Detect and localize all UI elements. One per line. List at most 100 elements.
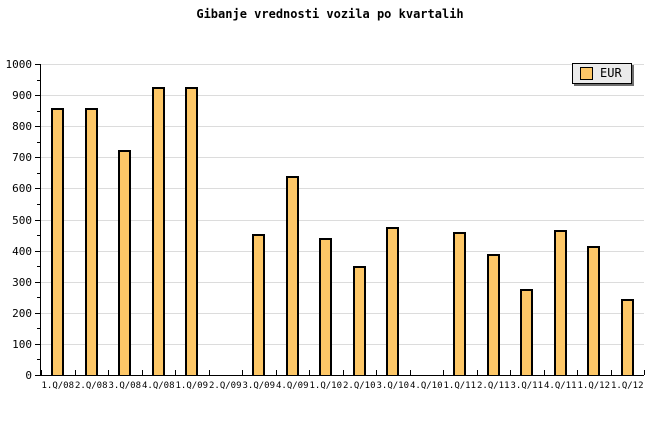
bar-1.Q/12 [587,245,601,375]
x-tick [577,370,578,375]
bar-4.Q/08 [151,87,165,375]
bar-3.Q/08 [118,149,132,375]
bar-4.Q/09 [285,175,299,375]
y-tick-major [35,157,41,159]
x-tick [410,370,411,375]
y-axis-label: 600 [12,182,32,196]
y-axis-label: 900 [12,89,32,103]
y-axis-label: 800 [12,120,32,134]
x-axis-label: 1.Q/11 [443,381,477,391]
x-axis-label: 1.Q/08 [41,381,75,391]
x-axis-label: 4.Q/08 [141,381,175,391]
bar-3.Q/09 [252,233,266,375]
x-axis-label: 4.Q/10 [409,381,443,391]
x-axis-label: 1.Q/09 [175,381,209,391]
x-tick [376,370,377,375]
y-tick-minor [37,328,41,330]
y-tick-minor [37,266,41,268]
y-tick-major [35,250,41,252]
x-axis-label: 3.Q/08 [108,381,142,391]
y-tick-major [35,126,41,128]
y-axis-label: 300 [12,275,32,289]
gridline [41,219,644,221]
x-axis-label: 3.Q/11 [510,381,544,391]
y-tick-minor [37,203,41,205]
y-tick-minor [37,79,41,81]
legend: EUR [572,63,632,84]
y-tick-major [35,281,41,283]
bar-3.Q/11 [520,289,534,375]
legend-swatch-eur [580,67,593,80]
y-axis-label: 0 [25,369,32,382]
x-tick [443,370,444,375]
gridline [41,250,644,252]
gridline [41,343,644,345]
bar-1.Q/09 [185,87,199,375]
y-tick-minor [37,359,41,361]
x-tick [175,370,176,375]
x-axis-label: 4.Q/11 [543,381,577,391]
gridline [41,64,644,65]
x-axis-label: 3.Q/09 [242,381,276,391]
y-axis-label: 100 [12,337,32,351]
x-tick [611,370,612,375]
x-tick [209,370,210,375]
x-tick [544,370,545,375]
x-axis-label: 2.Q/11 [476,381,510,391]
x-tick [309,370,310,375]
x-axis-label: 1.Q/12 [577,381,611,391]
x-axis-label: 3.Q/10 [376,381,410,391]
legend-label-eur: EUR [600,66,622,80]
bar-2.Q/08 [84,107,98,375]
x-tick [477,370,478,375]
y-axis-label: 200 [12,306,32,320]
x-tick [142,370,143,375]
x-tick [41,370,42,375]
y-tick-major [35,343,41,345]
bar-1.Q/12 [620,298,634,375]
x-tick [343,370,344,375]
bar-2.Q/10 [352,266,366,375]
y-tick-major [35,64,41,65]
bar-1.Q/11 [453,231,467,375]
x-axis-label: 2.Q/09 [208,381,242,391]
gridline [41,126,644,128]
x-tick [242,370,243,375]
y-tick-major [35,312,41,314]
y-tick-minor [37,297,41,299]
gridline [41,157,644,159]
bar-4.Q/11 [553,230,567,375]
x-axis-label: 4.Q/09 [275,381,309,391]
x-axis-label: 2.Q/10 [342,381,376,391]
bar-1.Q/08 [51,107,65,375]
x-tick [510,370,511,375]
y-tick-minor [37,172,41,174]
x-axis-label: 1.Q/12 [610,381,644,391]
y-axis-label: 700 [12,151,32,165]
x-tick [75,370,76,375]
y-tick-major [35,188,41,190]
bar-1.Q/10 [319,238,333,375]
y-tick-minor [37,141,41,143]
chart-title: Gibanje vrednosti vozila po kvartalih [196,7,464,21]
y-axis-label: 400 [12,244,32,258]
y-tick-minor [37,110,41,112]
gridline [41,281,644,283]
y-tick-minor [37,235,41,237]
y-tick-major [35,95,41,97]
x-tick [108,370,109,375]
gridline [41,188,644,190]
bar-3.Q/10 [386,227,400,375]
x-axis-label: 2.Q/08 [74,381,108,391]
y-axis-label: 1000 [5,58,33,71]
y-tick-major [35,375,41,376]
x-tick [644,370,645,375]
bar-2.Q/11 [486,253,500,375]
y-axis-label: 500 [12,213,32,227]
plot-area: 0 100 200 300 400 500 600 700 800 900 1000 1.Q/08 2.… [6,59,645,391]
gridline [41,95,644,97]
x-axis-label: 1.Q/10 [309,381,343,391]
x-tick [276,370,277,375]
gridline [41,312,644,314]
